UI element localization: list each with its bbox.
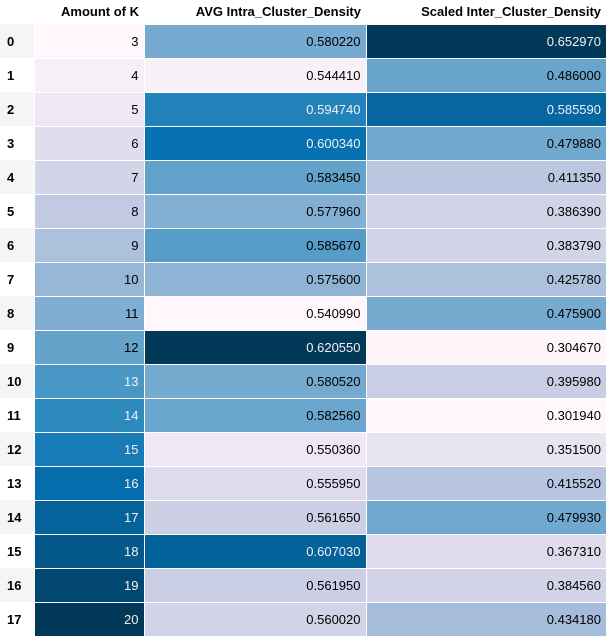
scaled-inter-cluster-density-cell: 0.479880 — [365, 125, 606, 160]
scaled-inter-cluster-density-cell: 0.383790 — [365, 227, 606, 262]
table-row: 17 20 0.560020 0.434180 — [0, 601, 606, 636]
avg-intra-cluster-density-cell: 0.583450 — [143, 159, 366, 194]
amount-of-k-cell: 8 — [33, 193, 144, 228]
avg-intra-cluster-density-cell: 0.585670 — [143, 227, 366, 262]
table-row: 13 16 0.555950 0.415520 — [0, 465, 606, 500]
amount-of-k-cell: 6 — [33, 125, 144, 160]
table-row: 8 11 0.540990 0.475900 — [0, 295, 606, 330]
table-row: 15 18 0.607030 0.367310 — [0, 533, 606, 568]
table-row: 4 7 0.583450 0.411350 — [0, 159, 606, 194]
table-row: 1 4 0.544410 0.486000 — [0, 57, 606, 92]
avg-intra-cluster-density-cell: 0.580220 — [143, 23, 366, 58]
row-index-cell: 17 — [0, 602, 34, 636]
table-row: 3 6 0.600340 0.479880 — [0, 125, 606, 160]
scaled-inter-cluster-density-cell: 0.425780 — [365, 261, 606, 296]
amount-of-k-cell: 3 — [33, 23, 144, 58]
scaled-inter-cluster-density-cell: 0.386390 — [365, 193, 606, 228]
amount-of-k-cell: 11 — [33, 295, 144, 330]
avg-intra-cluster-density-cell: 0.561950 — [143, 567, 366, 602]
row-index-cell: 7 — [0, 262, 34, 296]
row-index-cell: 15 — [0, 534, 34, 568]
avg-intra-cluster-density-cell: 0.544410 — [143, 57, 366, 92]
scaled-inter-cluster-density-cell: 0.434180 — [365, 601, 606, 636]
scaled-inter-cluster-density-cell: 0.486000 — [365, 57, 606, 92]
table-row: 6 9 0.585670 0.383790 — [0, 227, 606, 262]
scaled-inter-cluster-density-cell: 0.384560 — [365, 567, 606, 602]
styled-dataframe-table: Amount of K AVG Intra_Cluster_Density Sc… — [0, 0, 606, 636]
amount-of-k-cell: 9 — [33, 227, 144, 262]
scaled-inter-cluster-density-cell: 0.304670 — [365, 329, 606, 364]
avg-intra-cluster-density-cell: 0.575600 — [143, 261, 366, 296]
table-row: 14 17 0.561650 0.479930 — [0, 499, 606, 534]
avg-intra-cluster-density-cell: 0.555950 — [143, 465, 366, 500]
table-row: 9 12 0.620550 0.304670 — [0, 329, 606, 364]
scaled-inter-cluster-density-cell: 0.351500 — [365, 431, 606, 466]
amount-of-k-cell: 5 — [33, 91, 144, 126]
amount-of-k-cell: 15 — [33, 431, 144, 466]
scaled-inter-cluster-density-cell: 0.367310 — [365, 533, 606, 568]
avg-intra-cluster-density-cell: 0.561650 — [143, 499, 366, 534]
column-header-amount-of-k: Amount of K — [34, 0, 144, 24]
table-row: 16 19 0.561950 0.384560 — [0, 567, 606, 602]
scaled-inter-cluster-density-cell: 0.475900 — [365, 295, 606, 330]
scaled-inter-cluster-density-cell: 0.395980 — [365, 363, 606, 398]
row-index-cell: 3 — [0, 126, 34, 160]
scaled-inter-cluster-density-cell: 0.415520 — [365, 465, 606, 500]
amount-of-k-cell: 7 — [33, 159, 144, 194]
index-column-header — [0, 0, 34, 24]
avg-intra-cluster-density-cell: 0.550360 — [143, 431, 366, 466]
avg-intra-cluster-density-cell: 0.540990 — [143, 295, 366, 330]
amount-of-k-cell: 13 — [33, 363, 144, 398]
row-index-cell: 8 — [0, 296, 34, 330]
table-row: 2 5 0.594740 0.585590 — [0, 91, 606, 126]
amount-of-k-cell: 17 — [33, 499, 144, 534]
table-row: 0 3 0.580220 0.652970 — [0, 23, 606, 58]
header-row: Amount of K AVG Intra_Cluster_Density Sc… — [0, 0, 606, 24]
scaled-inter-cluster-density-cell: 0.301940 — [365, 397, 606, 432]
amount-of-k-cell: 18 — [33, 533, 144, 568]
row-index-cell: 9 — [0, 330, 34, 364]
amount-of-k-cell: 19 — [33, 567, 144, 602]
row-index-cell: 6 — [0, 228, 34, 262]
scaled-inter-cluster-density-cell: 0.411350 — [365, 159, 606, 194]
avg-intra-cluster-density-cell: 0.594740 — [143, 91, 366, 126]
scaled-inter-cluster-density-cell: 0.479930 — [365, 499, 606, 534]
row-index-cell: 0 — [0, 24, 34, 58]
table-header: Amount of K AVG Intra_Cluster_Density Sc… — [0, 0, 606, 24]
column-header-avg-intra-cluster-density: AVG Intra_Cluster_Density — [144, 0, 366, 24]
row-index-cell: 11 — [0, 398, 34, 432]
scaled-inter-cluster-density-cell: 0.585590 — [365, 91, 606, 126]
table-body: 0 3 0.580220 0.652970 1 4 0.544410 0.486000 2 5 0.… — [0, 23, 606, 636]
row-index-cell: 16 — [0, 568, 34, 602]
avg-intra-cluster-density-cell: 0.582560 — [143, 397, 366, 432]
row-index-cell: 5 — [0, 194, 34, 228]
amount-of-k-cell: 16 — [33, 465, 144, 500]
row-index-cell: 12 — [0, 432, 34, 466]
row-index-cell: 13 — [0, 466, 34, 500]
table-row: 10 13 0.580520 0.395980 — [0, 363, 606, 398]
avg-intra-cluster-density-cell: 0.620550 — [143, 329, 366, 364]
row-index-cell: 2 — [0, 92, 34, 126]
amount-of-k-cell: 14 — [33, 397, 144, 432]
avg-intra-cluster-density-cell: 0.600340 — [143, 125, 366, 160]
table-row: 12 15 0.550360 0.351500 — [0, 431, 606, 466]
column-header-scaled-inter-cluster-density: Scaled Inter_Cluster_Density — [366, 0, 606, 24]
row-index-cell: 1 — [0, 58, 34, 92]
table-row: 11 14 0.582560 0.301940 — [0, 397, 606, 432]
avg-intra-cluster-density-cell: 0.580520 — [143, 363, 366, 398]
scaled-inter-cluster-density-cell: 0.652970 — [365, 23, 606, 58]
avg-intra-cluster-density-cell: 0.560020 — [143, 601, 366, 636]
table-row: 7 10 0.575600 0.425780 — [0, 261, 606, 296]
avg-intra-cluster-density-cell: 0.577960 — [143, 193, 366, 228]
amount-of-k-cell: 10 — [33, 261, 144, 296]
row-index-cell: 4 — [0, 160, 34, 194]
amount-of-k-cell: 12 — [33, 329, 144, 364]
table-row: 5 8 0.577960 0.386390 — [0, 193, 606, 228]
avg-intra-cluster-density-cell: 0.607030 — [143, 533, 366, 568]
row-index-cell: 10 — [0, 364, 34, 398]
amount-of-k-cell: 4 — [33, 57, 144, 92]
amount-of-k-cell: 20 — [33, 601, 144, 636]
row-index-cell: 14 — [0, 500, 34, 534]
